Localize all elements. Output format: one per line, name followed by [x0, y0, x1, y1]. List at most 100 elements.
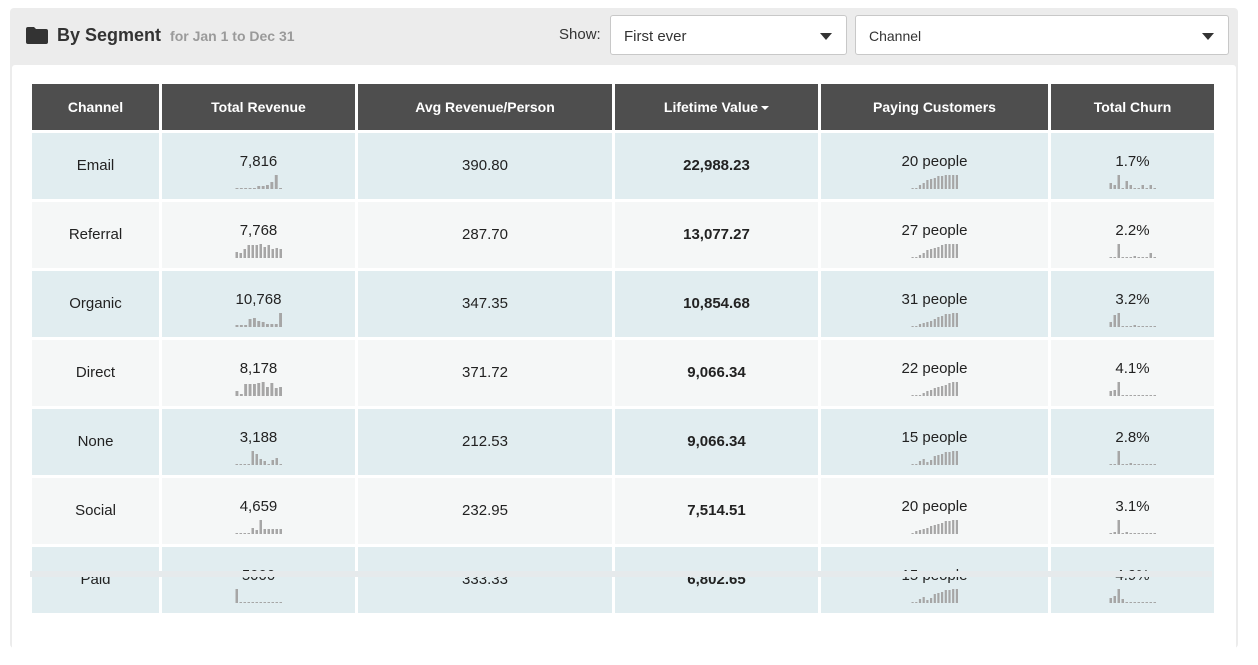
sparkline-bar [267, 464, 270, 465]
sparkline-bar [1109, 464, 1112, 465]
sparkline-bar [1117, 175, 1120, 189]
sparkline-bar [269, 383, 273, 396]
table-row[interactable]: Paid 5000 333.33 6,802.65 15 people 4.9% [32, 547, 1214, 613]
sparkline-bar [947, 244, 951, 258]
sparkline-bar [918, 530, 921, 534]
column-header-paying-customers[interactable]: Paying Customers [821, 84, 1048, 130]
table-row[interactable]: Referral 7,768 287.70 13,077.27 27 peopl… [32, 202, 1214, 268]
channel-name: Paid [80, 571, 111, 588]
sparkline-bar [936, 455, 939, 465]
customers-sparkline [911, 520, 958, 534]
sparkline-bar [239, 602, 242, 603]
channel-cell: Social [32, 478, 159, 544]
avg-revenue-cell: 212.53 [358, 409, 612, 475]
table-row[interactable]: Direct 8,178 371.72 9,066.34 22 people 4… [32, 340, 1214, 406]
sparkline-bar [929, 390, 932, 396]
sparkline-bar [947, 314, 951, 327]
sparkline-bar [278, 188, 282, 189]
column-header-total-churn[interactable]: Total Churn [1051, 84, 1214, 130]
sparkline-bar [936, 387, 939, 396]
sparkline-bar [940, 592, 943, 603]
paying-customers-value: 15 people [901, 429, 968, 446]
sparkline-bar [922, 323, 925, 327]
show-select[interactable]: First ever [610, 15, 847, 55]
sparkline-bar [1137, 326, 1140, 327]
sparkline-bar [247, 533, 250, 534]
paying-customers-cell: 22 people [821, 340, 1048, 406]
date-range-subtitle: for Jan 1 to Dec 31 [170, 28, 295, 44]
revenue-sparkline [235, 175, 282, 189]
sparkline-bar [1121, 326, 1124, 327]
sparkline-bar [936, 247, 939, 258]
sparkline-bar [1117, 589, 1120, 603]
total-churn-cell: 3.1% [1051, 478, 1214, 544]
sparkline-bar [933, 178, 936, 189]
sparkline-bar [1141, 464, 1144, 465]
table-row[interactable]: Organic 10,768 347.35 10,854.68 31 peopl… [32, 271, 1214, 337]
avg-revenue-value: 371.72 [462, 364, 508, 381]
sparkline-bar [1129, 463, 1132, 465]
avg-revenue-value: 212.53 [462, 433, 508, 450]
segment-select[interactable]: Channel [855, 15, 1229, 55]
sparkline-bar [951, 451, 954, 465]
lifetime-value-value: 9,066.34 [687, 433, 746, 450]
churn-sparkline [1109, 313, 1156, 327]
table-row[interactable]: Social 4,659 232.95 7,514.51 20 people 3… [32, 478, 1214, 544]
sparkline-bar [1145, 533, 1148, 534]
sparkline-bar [1109, 322, 1112, 327]
sparkline-bar [1137, 602, 1140, 603]
total-revenue-value: 4,659 [239, 498, 278, 515]
total-revenue-cell: 8,178 [162, 340, 355, 406]
show-label: Show: [559, 26, 601, 43]
sparkline-bar [914, 257, 917, 258]
sparkline-bar [947, 521, 951, 534]
total-churn-cell: 4.1% [1051, 340, 1214, 406]
sparkline-bar [933, 388, 936, 396]
customers-sparkline [911, 175, 958, 189]
sparkline-bar [944, 314, 947, 327]
sparkline-bar [1133, 325, 1136, 327]
avg-revenue-cell: 287.70 [358, 202, 612, 268]
sparkline-bar [940, 523, 943, 534]
sparkline-bar [1121, 188, 1124, 189]
table-row[interactable]: Email 7,816 390.80 22,988.23 20 people 1… [32, 133, 1214, 199]
lifetime-value-value: 10,854.68 [683, 295, 750, 312]
sparkline-bar [1133, 464, 1136, 465]
sparkline-bar [1125, 464, 1128, 465]
sparkline-bar [1113, 532, 1116, 534]
sparkline-bar [1121, 533, 1124, 534]
sparkline-bar [247, 245, 250, 258]
sparkline-bar [256, 383, 260, 396]
lifetime-value-cell: 6,802.65 [615, 547, 818, 613]
column-header-total-revenue[interactable]: Total Revenue [162, 84, 355, 130]
sparkline-bar [1141, 602, 1144, 603]
column-header-lifetime-value[interactable]: Lifetime Value [615, 84, 818, 130]
sparkline-bar [1129, 533, 1132, 534]
sparkline-bar [279, 529, 282, 534]
sparkline-bar [1109, 391, 1112, 396]
column-header-avg-revenue[interactable]: Avg Revenue/Person [358, 84, 612, 130]
column-header-channel[interactable]: Channel [32, 84, 159, 130]
chevron-down-icon [820, 33, 832, 40]
sparkline-bar [263, 602, 266, 603]
lifetime-value-cell: 9,066.34 [615, 409, 818, 475]
paying-customers-cell: 20 people [821, 478, 1048, 544]
sparkline-bar [929, 321, 932, 327]
channel-cell: Referral [32, 202, 159, 268]
sparkline-bar [955, 520, 958, 534]
sparkline-bar [940, 386, 943, 396]
sparkline-bar [1141, 395, 1144, 396]
sparkline-bar [248, 319, 251, 327]
avg-revenue-cell: 232.95 [358, 478, 612, 544]
sparkline-bar [918, 185, 921, 189]
sparkline-bar [1153, 395, 1156, 396]
paying-customers-cell: 27 people [821, 202, 1048, 268]
avg-revenue-cell: 347.35 [358, 271, 612, 337]
sparkline-bar [263, 247, 266, 258]
sparkline-bar [239, 394, 243, 396]
sparkline-bar [1125, 257, 1128, 258]
sparkline-bar [918, 255, 921, 258]
column-header-lifetime-value-label: Lifetime Value [663, 99, 759, 115]
table-row[interactable]: None 3,188 212.53 9,066.34 15 people 2.8… [32, 409, 1214, 475]
customers-sparkline [911, 382, 958, 396]
